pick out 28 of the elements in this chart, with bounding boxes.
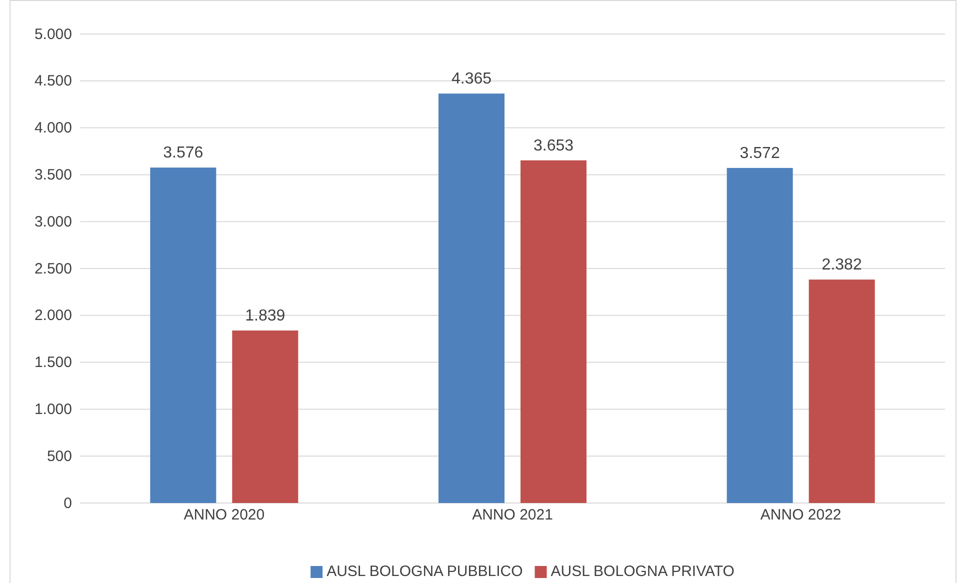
y-tick-label: 4.500 xyxy=(34,72,72,90)
y-tick-label: 3.500 xyxy=(34,166,72,184)
y-tick-label: 500 xyxy=(46,448,72,465)
bar xyxy=(808,280,875,503)
x-tick-label: ANNO 2020 xyxy=(184,506,265,524)
data-label: 1.839 xyxy=(245,308,286,324)
bar xyxy=(520,160,586,503)
x-tick-label: ANNO 2022 xyxy=(760,506,842,524)
data-label: 3.653 xyxy=(533,137,574,154)
data-label: 4.365 xyxy=(451,70,492,88)
y-tick-label: 3.000 xyxy=(34,213,72,230)
x-tick-label: ANNO 2021 xyxy=(472,506,553,524)
y-tick-label: 2.500 xyxy=(34,260,72,278)
bar xyxy=(726,168,793,503)
bar xyxy=(150,168,216,503)
data-label: 2.382 xyxy=(822,256,862,274)
legend-label: AUSL BOLOGNA PRIVATO xyxy=(550,563,734,580)
y-tick-label: 0 xyxy=(64,494,72,512)
legend-label: AUSL BOLOGNA PUBBLICO xyxy=(326,563,523,580)
bar xyxy=(438,94,504,503)
y-tick-label: 1.000 xyxy=(34,401,72,418)
y-tick-label: 1.500 xyxy=(34,354,72,372)
y-tick-label: 4.000 xyxy=(34,120,72,137)
y-tick-label: 2.000 xyxy=(34,307,72,324)
y-tick-label: 5.000 xyxy=(34,26,72,43)
bar xyxy=(232,330,298,503)
data-label: 3.572 xyxy=(740,144,780,162)
data-label: 3.576 xyxy=(163,144,204,162)
